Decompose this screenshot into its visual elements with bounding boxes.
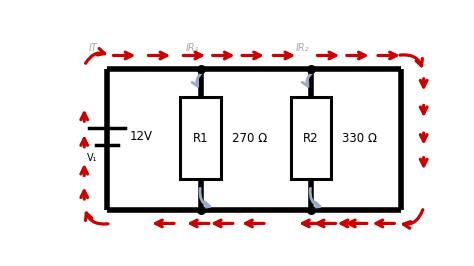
Text: IR₁: IR₁ [186, 43, 200, 53]
Text: 12V: 12V [130, 130, 153, 143]
Text: V₁: V₁ [87, 153, 98, 163]
Text: IT: IT [89, 43, 98, 53]
Text: R2: R2 [303, 132, 319, 145]
Text: 330 Ω: 330 Ω [342, 132, 377, 145]
Text: 270 Ω: 270 Ω [232, 132, 267, 145]
Bar [181, 97, 221, 179]
Text: IR₂: IR₂ [296, 43, 310, 53]
Bar [291, 97, 331, 179]
Text: R1: R1 [193, 132, 209, 145]
